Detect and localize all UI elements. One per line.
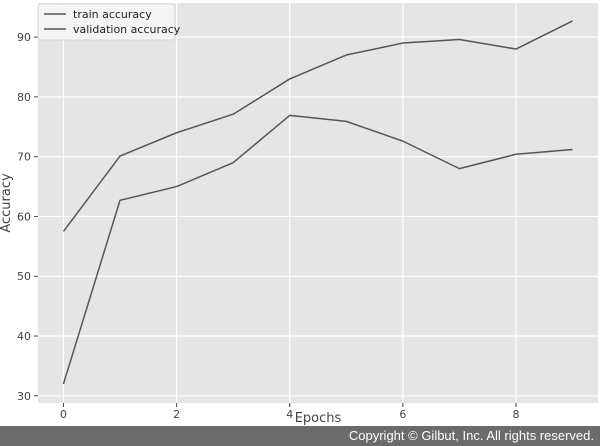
y-tick-label: 70 <box>17 151 31 164</box>
series-line-validation-accuracy <box>62 114 573 385</box>
accuracy-chart: 30 40 50 60 70 80 90 0 2 4 6 8 Epochs Accuracy trai… <box>0 3 598 426</box>
series-lines <box>62 20 573 385</box>
plot-background <box>38 3 598 403</box>
y-tick-label: 60 <box>17 210 31 223</box>
legend: train accuracy validation accuracy <box>37 3 181 41</box>
legend-label: train accuracy <box>73 8 152 21</box>
series-line-train-accuracy <box>62 20 573 232</box>
x-tick-label: 2 <box>173 408 180 421</box>
y-tick-label: 90 <box>17 31 31 44</box>
x-tick-label: 0 <box>60 408 67 421</box>
legend-label: validation accuracy <box>73 23 181 36</box>
y-axis-label: Accuracy <box>0 173 14 233</box>
y-tick-label: 40 <box>17 330 31 343</box>
x-tick-label: 6 <box>399 408 406 421</box>
x-tick-label: 4 <box>286 408 293 421</box>
x-tick-label: 8 <box>512 408 519 421</box>
copyright-text: Copyright © Gilbut, Inc. All rights rese… <box>348 428 594 443</box>
copyright-bar: Copyright © Gilbut, Inc. All rights rese… <box>0 426 600 446</box>
axis-ticks: 30 40 50 60 70 80 90 0 2 4 6 8 <box>17 31 519 421</box>
y-tick-label: 30 <box>17 390 31 403</box>
y-tick-label: 50 <box>17 270 31 283</box>
y-tick-label: 80 <box>17 91 31 104</box>
legend-box <box>37 3 176 41</box>
x-axis-label: Epochs <box>295 411 342 426</box>
